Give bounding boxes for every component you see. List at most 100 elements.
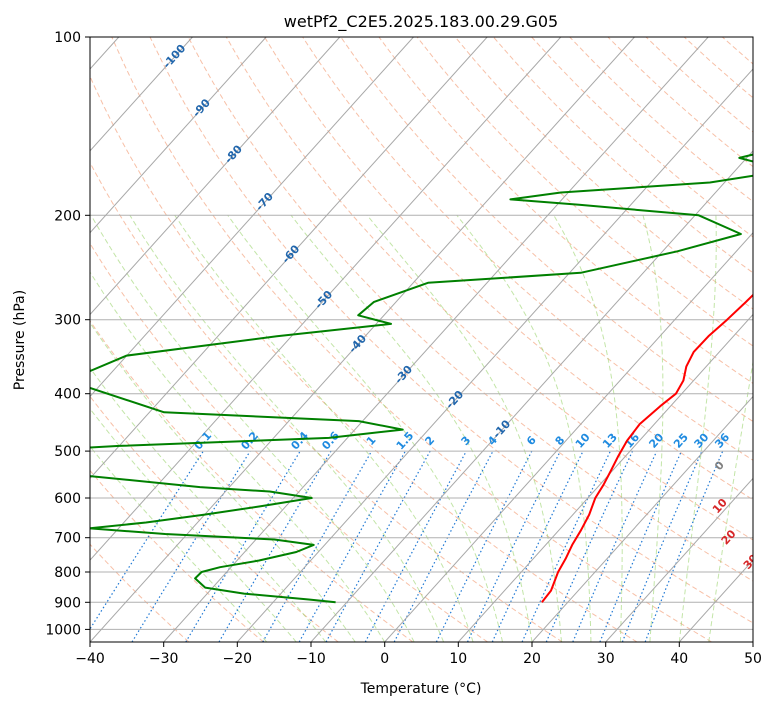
y-tick-label: 500 bbox=[54, 444, 81, 460]
moist-adiabat-label: 10 bbox=[710, 496, 730, 516]
moist-adiabat bbox=[90, 445, 268, 642]
mixing-ratio-label: 1.5 bbox=[394, 429, 417, 452]
dry-adiabat bbox=[683, 37, 753, 99]
mixing-ratio-line bbox=[90, 450, 204, 631]
moist-adiabat bbox=[642, 215, 664, 642]
y-tick-label: 300 bbox=[54, 313, 81, 329]
moist-adiabat bbox=[366, 214, 562, 642]
dry-adiabat bbox=[90, 395, 339, 642]
y-axis-label: Pressure (hPa) bbox=[12, 290, 28, 390]
y-tick-label: 800 bbox=[54, 565, 81, 581]
mixing-ratio-line bbox=[325, 450, 431, 642]
dry-adiabat bbox=[607, 37, 753, 168]
dry-adiabat bbox=[187, 37, 753, 582]
isotherm-labels: -100-90-80-70-60-50-40-30-20-10 bbox=[160, 42, 513, 441]
moist-adiabat bbox=[290, 214, 533, 642]
isotherm bbox=[90, 37, 488, 480]
moist-adiabat bbox=[90, 407, 297, 642]
dry-adiabat bbox=[264, 37, 753, 501]
temperature-profile bbox=[541, 293, 753, 603]
isotherm bbox=[605, 477, 753, 642]
isotherm bbox=[457, 313, 753, 642]
moist-adiabat-label: 30 bbox=[741, 552, 761, 572]
y-tick-label: 900 bbox=[54, 595, 81, 611]
mixing-ratio-line bbox=[185, 450, 301, 642]
mixing-ratio-label: 0.6 bbox=[319, 429, 342, 452]
x-tick-label: 10 bbox=[449, 651, 467, 667]
moist-adiabat bbox=[90, 215, 415, 642]
mixing-ratio-label: 13 bbox=[600, 431, 620, 451]
y-axis: 100 200 300 400 500 600 700 800 900 1000 bbox=[45, 30, 90, 638]
moist-adiabat bbox=[174, 215, 474, 642]
mixing-ratio-label: 1 bbox=[364, 434, 379, 448]
isotherm bbox=[236, 68, 753, 642]
dry-adiabat bbox=[645, 37, 753, 133]
mixing-ratio-label: 3 bbox=[459, 434, 474, 448]
chart-title: wetPf2_C2E5.2025.183.00.29.G05 bbox=[284, 12, 558, 32]
moist-adiabat bbox=[90, 367, 327, 642]
dry-adiabat bbox=[454, 37, 753, 310]
x-tick-label: −30 bbox=[149, 651, 179, 667]
dry-adiabat bbox=[90, 320, 414, 642]
isotherm bbox=[90, 37, 267, 234]
dry-adiabats bbox=[90, 37, 775, 642]
mixing-ratio-line bbox=[298, 450, 406, 642]
dry-adiabat bbox=[90, 242, 488, 642]
mixing-ratio-line bbox=[262, 450, 373, 642]
x-tick-label: 0 bbox=[380, 651, 389, 667]
plot-frame bbox=[89, 36, 754, 643]
mixing-ratio-line bbox=[572, 450, 658, 642]
isotherm bbox=[310, 150, 753, 642]
x-tick-label: 30 bbox=[597, 651, 615, 667]
profiles bbox=[90, 153, 753, 604]
x-tick-label: −40 bbox=[75, 651, 105, 667]
mixing-ratio-label: 20 bbox=[646, 430, 666, 450]
dry-adiabat bbox=[225, 37, 753, 541]
x-axis-label: Temperature (°C) bbox=[360, 681, 482, 697]
mixing-ratio-line bbox=[644, 450, 724, 642]
mixing-ratio-line bbox=[621, 450, 703, 642]
dry-adiabat bbox=[90, 161, 563, 642]
x-axis: −40 −30 −20 −10 0 10 20 30 40 50 bbox=[75, 642, 762, 667]
dry-adiabat bbox=[761, 37, 775, 642]
moist-adiabat bbox=[90, 322, 356, 642]
isotherm bbox=[531, 395, 753, 642]
y-tick-label: 200 bbox=[54, 208, 81, 224]
moist-adiabat bbox=[129, 215, 445, 642]
dry-adiabat bbox=[90, 543, 190, 642]
isotherm bbox=[752, 641, 753, 642]
dry-adiabat bbox=[149, 37, 753, 624]
mixing-ratio-line bbox=[491, 450, 584, 642]
plot-area: -100-90-80-70-60-50-40-30-20-10 0.1 0.2 0.… bbox=[90, 37, 775, 642]
x-tick-label: 50 bbox=[744, 651, 762, 667]
x-tick-label: −20 bbox=[223, 651, 253, 667]
y-tick-label: 400 bbox=[54, 387, 81, 403]
mixing-ratio-label: 0.1 bbox=[192, 429, 215, 452]
isotherms bbox=[90, 37, 753, 642]
isotherm bbox=[90, 37, 635, 642]
isotherm bbox=[90, 37, 341, 316]
mixing-ratio-line bbox=[435, 450, 533, 642]
y-tick-label: 600 bbox=[54, 491, 81, 507]
x-tick-label: −10 bbox=[296, 651, 326, 667]
moist-adiabat bbox=[553, 215, 623, 642]
mixing-ratio-label: 30 bbox=[692, 430, 712, 450]
isotherm bbox=[90, 37, 414, 398]
mixing-ratio-label: 10 bbox=[573, 430, 593, 450]
moist-adiabat bbox=[678, 215, 717, 642]
mixing-ratio-line bbox=[545, 450, 634, 642]
moist-adiabats bbox=[90, 214, 753, 642]
dry-adiabat bbox=[111, 37, 712, 642]
dewpoint-profile bbox=[90, 153, 753, 604]
mixing-ratio-label: 36 bbox=[712, 430, 732, 450]
mixing-ratio-line bbox=[521, 450, 611, 642]
mixing-ratio-line bbox=[131, 450, 251, 642]
dry-adiabat bbox=[90, 75, 638, 642]
dry-adiabat bbox=[90, 469, 264, 642]
y-tick-label: 700 bbox=[54, 531, 81, 547]
moist-adiabat bbox=[90, 271, 386, 642]
isotherm bbox=[163, 37, 709, 642]
dry-adiabat bbox=[416, 37, 753, 347]
mixing-ratio-line bbox=[364, 450, 467, 642]
